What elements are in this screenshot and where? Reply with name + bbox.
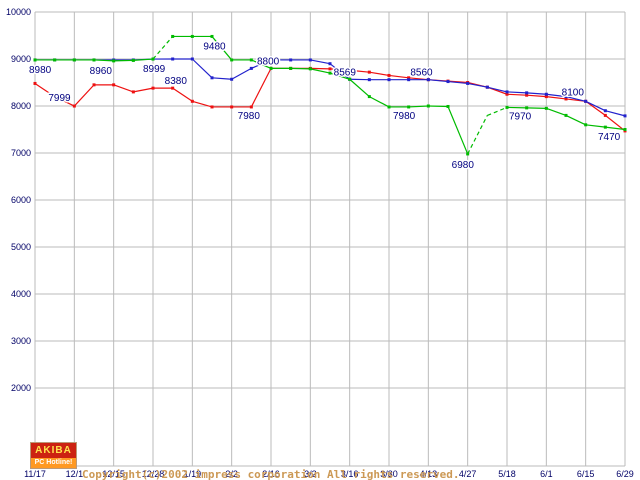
svg-text:9000: 9000 [11,54,31,64]
svg-text:4/13: 4/13 [420,469,438,479]
series-green-line [33,34,627,156]
svg-text:7970: 7970 [509,111,532,122]
svg-text:6/15: 6/15 [577,469,595,479]
svg-text:7980: 7980 [238,111,261,122]
y-axis-labels: 10000 9000 8000 7000 6000 5000 4000 3000 2000 [6,7,31,393]
svg-text:2/2: 2/2 [225,469,238,479]
svg-text:7999: 7999 [48,93,71,104]
svg-text:8800: 8800 [257,56,280,67]
svg-text:7980: 7980 [393,111,416,122]
svg-text:3000: 3000 [11,336,31,346]
svg-text:11/17: 11/17 [24,469,46,479]
svg-text:5000: 5000 [11,242,31,252]
svg-text:3/2: 3/2 [304,469,317,479]
copyright-notice: Copyright(c)2002 impress corporation All… [82,440,460,480]
svg-text:9480: 9480 [203,41,226,52]
svg-text:4/27: 4/27 [459,469,477,479]
svg-text:12/28: 12/28 [142,469,165,479]
svg-text:8000: 8000 [11,101,31,111]
svg-text:6980: 6980 [452,160,475,171]
svg-text:1/19: 1/19 [184,469,202,479]
copyright-line1: Copyright(c)2002 impress corporation All… [82,468,460,480]
svg-text:4000: 4000 [11,289,31,299]
svg-text:8380: 8380 [165,76,188,87]
svg-text:8980: 8980 [29,65,52,76]
svg-text:12/15: 12/15 [102,469,125,479]
pc-hotline-logo-text: PC Hotline! [31,458,76,468]
svg-text:8960: 8960 [90,66,113,77]
akiba-logo[interactable]: AKIBA PC Hotline! [30,442,77,469]
svg-text:6000: 6000 [11,195,31,205]
svg-text:3/30: 3/30 [380,469,398,479]
svg-text:8100: 8100 [562,87,585,98]
series-red-line [33,66,627,133]
svg-text:2000: 2000 [11,383,31,393]
svg-text:10000: 10000 [6,7,31,17]
svg-text:3/16: 3/16 [341,469,359,479]
svg-text:7470: 7470 [598,132,621,143]
svg-text:6/1: 6/1 [540,469,553,479]
svg-text:5/18: 5/18 [498,469,516,479]
svg-text:7000: 7000 [11,148,31,158]
point-labels: 8980 7999 8960 8999 9480 8380 7980 8800 8569 7980… [28,40,623,173]
svg-text:8569: 8569 [334,67,357,78]
svg-text:6/29: 6/29 [616,469,634,479]
x-axis-labels: 11/17 12/1 12/15 12/28 1/19 2/2 2/16 3/2 3/16 3/3… [24,469,634,479]
svg-text:12/1: 12/1 [66,469,84,479]
svg-text:2/16: 2/16 [262,469,280,479]
svg-text:8560: 8560 [410,68,433,79]
grid-lines [34,11,626,467]
akiba-logo-text: AKIBA [31,443,76,458]
svg-text:8999: 8999 [143,64,166,75]
